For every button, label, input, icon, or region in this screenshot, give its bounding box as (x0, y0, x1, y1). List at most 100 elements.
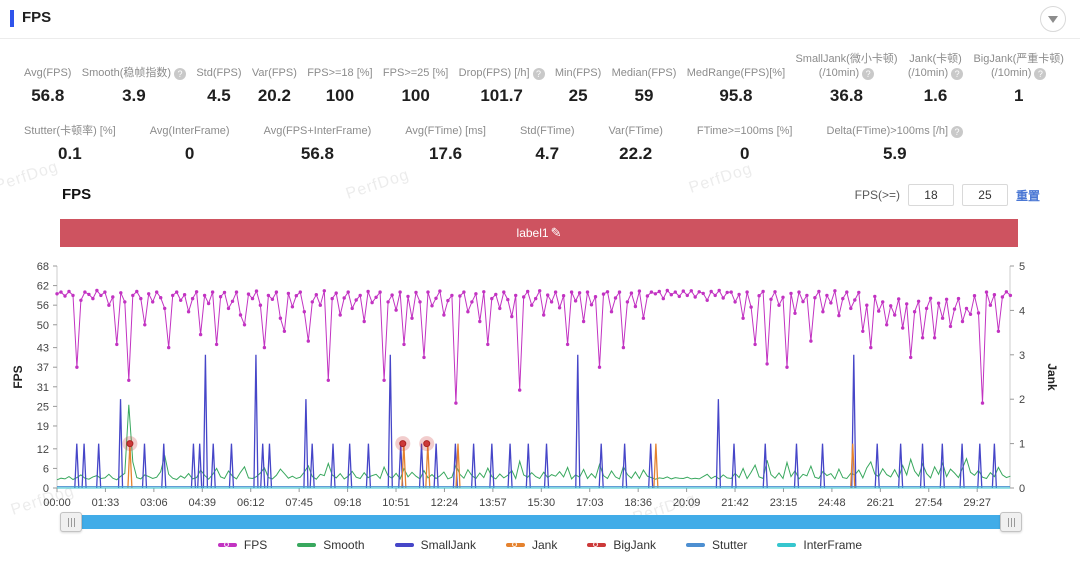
title-accent-bar (10, 10, 14, 27)
stat-value: 4.7 (535, 144, 560, 163)
x-tick-label: 07:45 (285, 497, 313, 509)
collapse-button[interactable] (1040, 6, 1066, 32)
y-tick-label: 1 (1019, 439, 1025, 451)
stat: FPS>=18 [%] 100 (307, 66, 372, 106)
legend-item-smalljank[interactable]: SmallJank (394, 538, 476, 552)
series-smooth (56, 404, 1011, 481)
stat: Jank(卡顿) (/10min)? 1.6 (907, 52, 964, 106)
reset-link[interactable]: 重置 (1015, 188, 1040, 203)
x-tick-label: 27:54 (915, 497, 943, 509)
stat-label: Std(FTime) (519, 125, 575, 137)
stat-value: 4.5 (207, 86, 231, 105)
legend-label: BigJank (613, 538, 657, 552)
stat: Var(FPS) 20.2 (252, 66, 297, 106)
stat-value: 100 (401, 86, 430, 105)
stat-value: 20.2 (257, 86, 291, 105)
help-icon[interactable]: ? (174, 68, 187, 80)
help-icon[interactable]: ? (532, 68, 545, 80)
stat-label: Avg(FPS+InterFrame) (263, 125, 372, 137)
panel-header: FPS (0, 0, 1080, 39)
legend-label: FPS (243, 538, 268, 552)
legend-item-interframe[interactable]: InterFrame (777, 538, 862, 552)
fps-threshold-high-input[interactable] (961, 184, 1008, 206)
scrollbar-track[interactable] (80, 515, 1002, 529)
stat: SmallJank(微小卡顿) (/10min)? 36.8 (795, 52, 897, 106)
stats-row-1: Avg(FPS) 56.8 Smooth(稳帧指数)? 3.9 Std(FPS) 4.5 V… (24, 52, 1064, 106)
x-tick-label: 01:33 (92, 497, 120, 509)
stat-label: Var(FPS) (251, 67, 297, 79)
stat-label: Min(FPS) (554, 67, 602, 79)
legend-item-smooth[interactable]: Smooth (297, 538, 365, 552)
stat-value: 5.9 (882, 144, 907, 163)
legend-item-bigjank[interactable]: BigJank (587, 538, 656, 552)
stat: Min(FPS) 25 (555, 66, 601, 106)
stat-label: Avg(FPS) (24, 67, 72, 79)
stat: MedRange(FPS)[%] 95.8 (687, 66, 785, 106)
help-icon[interactable]: ? (862, 68, 875, 80)
stat-value: 100 (325, 86, 355, 105)
stat-label: Smooth(稳帧指数)? (82, 66, 187, 80)
y-tick-label: 31 (37, 382, 49, 394)
help-icon[interactable]: ? (951, 68, 964, 80)
x-tick-label: 24:48 (818, 497, 846, 509)
stat: BigJank(严重卡顿) (/10min)? 1 (973, 52, 1063, 106)
legend-marker-icon (297, 543, 317, 547)
y-axis-title-right: Jank (1045, 363, 1059, 391)
legend-marker-icon (686, 543, 706, 547)
stat: Avg(InterFrame) 0 (150, 124, 230, 164)
stat-value: 1.6 (923, 86, 948, 105)
stat: Drop(FPS) [/h]? 101.7 (459, 66, 545, 106)
stat: FTime>=100ms [%] 0 (697, 124, 793, 164)
stat-label: FPS>=25 [%] (382, 67, 449, 79)
legend-label: InterFrame (803, 538, 863, 552)
y-tick-label: 43 (37, 343, 49, 355)
legend-label: SmallJank (420, 538, 476, 552)
y-tick-label: 19 (37, 421, 49, 433)
stats-row-2: Stutter(卡顿率) [%] 0.1 Avg(InterFrame) 0 Avg(F… (24, 124, 964, 164)
y-tick-label: 2 (1019, 394, 1025, 406)
chart-section-title: FPS (62, 186, 92, 203)
legend-marker-icon (394, 543, 414, 547)
scrollbar-left-handle[interactable] (60, 512, 82, 532)
chart-scrollbar[interactable] (60, 512, 1022, 532)
x-tick-label: 26:21 (867, 497, 895, 509)
stat: Std(FTime) 4.7 (520, 124, 575, 164)
stat-value: 1 (1013, 86, 1024, 105)
stat-label: Jank(卡顿) (/10min)? (907, 53, 964, 80)
x-tick-label: 29:27 (963, 497, 991, 509)
stat: Smooth(稳帧指数)? 3.9 (82, 66, 187, 106)
stat-label: BigJank(严重卡顿) (/10min)? (973, 53, 1064, 80)
stat-value: 0 (184, 144, 195, 163)
stat-label: Std(FPS) (196, 67, 242, 79)
stat-label: Median(FPS) (611, 67, 677, 79)
help-icon[interactable]: ? (951, 126, 964, 138)
chart-label-banner[interactable]: label1 ✎ (60, 219, 1018, 247)
x-tick-label: 04:39 (189, 497, 217, 509)
y-tick-label: 5 (1019, 261, 1025, 273)
legend-marker-icon (217, 541, 237, 547)
y-tick-label: 68 (37, 261, 49, 273)
stat-value: 56.8 (300, 144, 334, 163)
stat-value: 95.8 (719, 86, 753, 105)
fps-threshold-low-input[interactable] (907, 184, 954, 206)
stat: Avg(FPS+InterFrame) 56.8 (264, 124, 372, 164)
scrollbar-right-handle[interactable] (1000, 512, 1022, 532)
stat-value: 101.7 (480, 86, 523, 105)
stat: Avg(FTime) [ms] 17.6 (405, 124, 486, 164)
x-tick-label: 20:09 (673, 497, 701, 509)
x-tick-label: 15:30 (528, 497, 556, 509)
legend-item-stutter[interactable]: Stutter (686, 538, 747, 552)
fps-threshold-filter: FPS(>=) 重置 (855, 184, 1040, 206)
y-tick-label: 56 (37, 300, 49, 312)
stat-value: 59 (634, 86, 654, 105)
stat-value: 36.8 (829, 86, 864, 105)
y-tick-label: 0 (43, 483, 49, 495)
stat: Median(FPS) 59 (612, 66, 677, 106)
edit-pencil-icon[interactable]: ✎ (550, 225, 562, 240)
legend-item-jank[interactable]: Jank (505, 538, 557, 552)
help-icon[interactable]: ? (1034, 68, 1047, 80)
legend-item-fps[interactable]: FPS (217, 538, 268, 552)
panel-title: FPS (22, 9, 52, 26)
y-tick-label: 25 (37, 401, 49, 413)
